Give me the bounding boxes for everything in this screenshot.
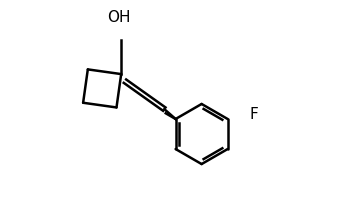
Text: OH: OH xyxy=(107,10,131,25)
Text: F: F xyxy=(249,107,258,122)
